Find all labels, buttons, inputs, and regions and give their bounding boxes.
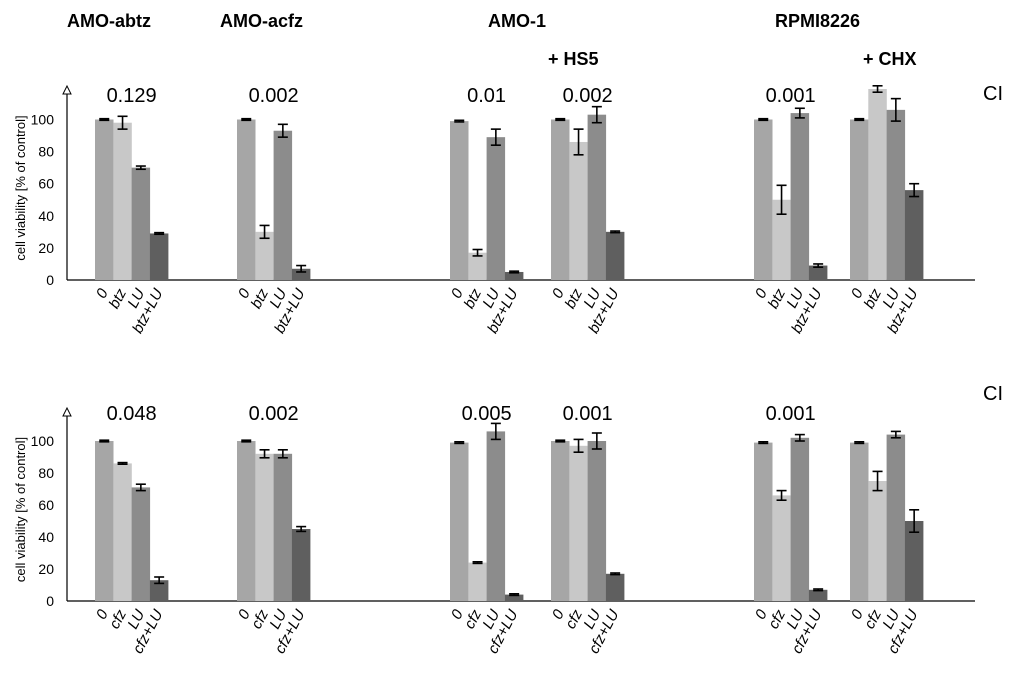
y-axis-label: cell viability [% of control]	[13, 115, 28, 260]
bar	[95, 441, 114, 601]
bar	[149, 233, 169, 280]
bar	[754, 442, 773, 601]
bar	[569, 445, 588, 601]
bar	[273, 453, 293, 601]
bar	[486, 137, 506, 280]
y-tick-label: 20	[38, 240, 54, 256]
bar	[131, 487, 151, 601]
bar	[131, 167, 151, 280]
header-hs5: + HS5	[548, 49, 599, 69]
bar	[255, 231, 274, 280]
y-tick-label: 80	[38, 144, 54, 160]
bar	[772, 199, 791, 280]
ci-value: 0.001	[563, 403, 613, 425]
header-amo-acfz: AMO-acfz	[220, 11, 303, 31]
bar	[886, 109, 906, 281]
bar	[486, 431, 506, 601]
bar	[468, 252, 487, 280]
bar	[754, 119, 773, 280]
y-tick-label: 100	[31, 112, 55, 128]
bar	[504, 594, 524, 601]
bar	[850, 442, 869, 601]
ci-label-bottom: CI	[983, 383, 1003, 405]
bar	[551, 119, 570, 280]
bar	[587, 441, 607, 601]
y-tick-label: 40	[38, 529, 54, 545]
bar	[291, 268, 311, 280]
ci-value: 0.005	[462, 403, 512, 425]
y-tick-label: 20	[38, 561, 54, 577]
bar	[113, 463, 132, 601]
bar	[95, 119, 114, 280]
bar	[886, 434, 906, 601]
y-tick-label: 0	[46, 593, 54, 609]
bar	[291, 529, 311, 601]
bar	[551, 441, 570, 601]
y-axis-label: cell viability [% of control]	[13, 437, 28, 582]
bar	[605, 231, 625, 280]
bar	[504, 271, 524, 280]
ci-value: 0.001	[766, 85, 816, 107]
ci-label-top: CI	[983, 83, 1003, 105]
y-tick-label: 60	[38, 176, 54, 192]
bar	[904, 521, 924, 601]
bar	[569, 141, 588, 280]
bar	[790, 437, 810, 601]
ci-value: 0.002	[249, 403, 299, 425]
bar	[113, 122, 132, 281]
bar	[904, 190, 924, 280]
bar	[772, 495, 791, 601]
y-tick-label: 40	[38, 208, 54, 224]
header-amo-1: AMO-1	[488, 11, 546, 31]
y-tick-label: 100	[31, 433, 55, 449]
bar	[450, 442, 469, 601]
ci-value: 0.129	[107, 85, 157, 107]
header-rpmi8226: RPMI8226	[775, 11, 860, 31]
bar	[808, 265, 828, 280]
ci-value: 0.01	[467, 85, 506, 107]
y-axis-arrow	[62, 406, 72, 417]
bar	[149, 580, 169, 601]
bar	[790, 113, 810, 280]
bar	[468, 562, 487, 601]
bar	[850, 119, 869, 280]
bar	[237, 441, 256, 601]
bar	[868, 481, 887, 601]
bar	[237, 119, 256, 280]
bar	[868, 89, 887, 280]
bar	[808, 589, 828, 601]
y-tick-label: 80	[38, 465, 54, 481]
bar	[450, 121, 469, 280]
bar	[587, 114, 607, 280]
y-tick-label: 0	[46, 272, 54, 288]
header-amo-abtz: AMO-abtz	[67, 11, 151, 31]
ci-value: 0.048	[107, 403, 157, 425]
bar	[255, 453, 274, 601]
ci-value: 0.002	[563, 85, 613, 107]
y-axis-arrow	[62, 84, 72, 95]
ci-value: 0.001	[766, 403, 816, 425]
ci-value: 0.002	[249, 85, 299, 107]
header-chx: + CHX	[863, 49, 917, 69]
y-tick-label: 60	[38, 497, 54, 513]
bar	[273, 130, 293, 280]
bar	[605, 573, 625, 601]
